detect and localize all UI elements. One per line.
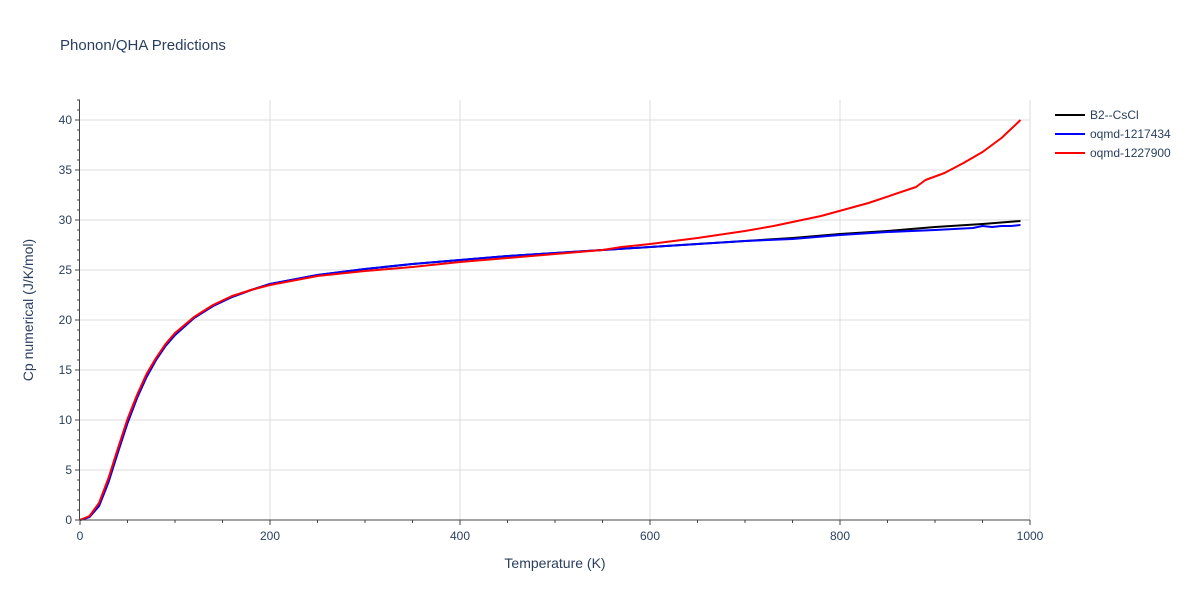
- x-tick-label: 400: [450, 529, 470, 543]
- chart-title: Phonon/QHA Predictions: [60, 37, 226, 54]
- y-tick-label: 30: [59, 213, 73, 227]
- series-layer: [79, 119, 1022, 521]
- x-tick-label: 200: [260, 529, 280, 543]
- y-tick-label: 15: [59, 363, 73, 377]
- y-tick-label: 0: [65, 513, 72, 527]
- y-tick-label: 35: [59, 163, 73, 177]
- y-axis-title: Cp numerical (J/K/mol): [20, 239, 36, 381]
- y-tick-label: 5: [65, 463, 72, 477]
- axes: [75, 99, 1031, 525]
- y-tick-labels: 0 5 10 15 20 25 30 35 40: [59, 113, 73, 527]
- x-tick-label: 800: [830, 529, 850, 543]
- legend-item[interactable]: oqmd-1217434: [1055, 127, 1171, 141]
- y-tick-label: 40: [59, 113, 73, 127]
- legend-item[interactable]: oqmd-1227900: [1055, 146, 1171, 160]
- legend-label: oqmd-1227900: [1090, 146, 1171, 160]
- y-tick-label: 20: [59, 313, 73, 327]
- legend: B2--CsCl oqmd-1217434 oqmd-1227900: [1055, 108, 1171, 160]
- legend-label: B2--CsCl: [1090, 108, 1139, 122]
- legend-label: oqmd-1217434: [1090, 127, 1171, 141]
- x-tick-label: 0: [77, 529, 84, 543]
- series-line-oqmd-1217434: [79, 224, 1021, 521]
- x-tick-label: 1000: [1017, 529, 1044, 543]
- x-tick-labels: 0 200 400 600 800 1000: [77, 529, 1044, 543]
- grid: [80, 100, 1031, 520]
- legend-item[interactable]: B2--CsCl: [1055, 108, 1139, 122]
- series-line-oqmd-1227900: [79, 119, 1022, 521]
- y-tick-label: 10: [59, 413, 73, 427]
- x-axis-title: Temperature (K): [504, 555, 605, 571]
- x-tick-label: 600: [640, 529, 660, 543]
- y-tick-label: 25: [59, 263, 73, 277]
